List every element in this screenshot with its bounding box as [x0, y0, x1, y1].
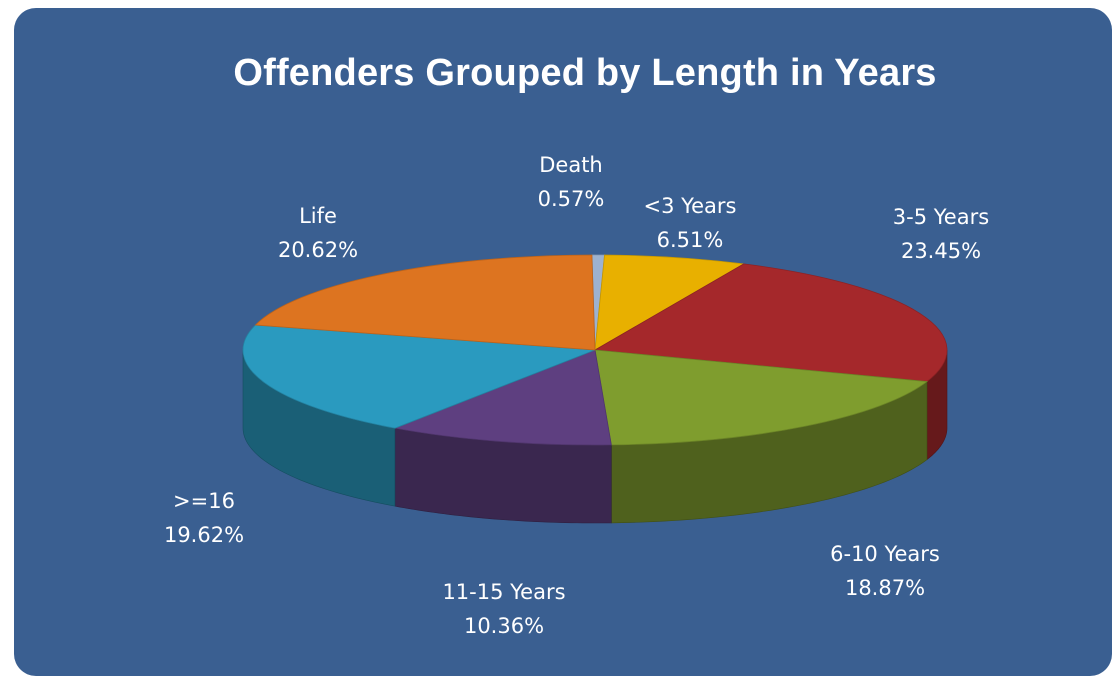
data-label-3-5-years: 3-5 Years 23.45% — [893, 205, 989, 263]
data-label-life: Life 20.62% — [278, 204, 358, 262]
pie-slice-life — [254, 254, 596, 351]
data-label-death: Death 0.57% — [538, 153, 605, 211]
data-label-6-10-years: 6-10 Years 18.87% — [830, 542, 940, 600]
pie-slice-11-15-years — [393, 349, 612, 446]
pie-slice-6-10-years — [594, 349, 929, 446]
category-label: 11-15 Years — [442, 580, 565, 604]
percent-label: 20.62% — [278, 238, 358, 262]
percent-label: 19.62% — [164, 523, 244, 547]
percent-label: 6.51% — [657, 228, 724, 252]
data-label-11-15-years: 11-15 Years 10.36% — [442, 580, 565, 638]
category-label: 3-5 Years — [893, 205, 989, 229]
data-label-lt-3-years: <3 Years 6.51% — [643, 194, 736, 252]
percent-label: 10.36% — [464, 614, 544, 638]
percent-label: 23.45% — [901, 239, 981, 263]
pie-slice-3-5-years — [593, 263, 948, 382]
category-label: <3 Years — [643, 194, 736, 218]
category-label: Life — [299, 204, 337, 228]
pie-slice-lt-3-years — [594, 254, 745, 351]
category-label: >=16 — [173, 489, 235, 513]
percent-label: 0.57% — [538, 187, 605, 211]
chart-title: Offenders Grouped by Length in Years — [233, 52, 937, 94]
category-label: 6-10 Years — [830, 542, 940, 566]
category-label: Death — [539, 153, 603, 177]
percent-label: 18.87% — [845, 576, 925, 600]
pie-slice-gte-16 — [242, 324, 596, 429]
data-label-gte-16: >=16 19.62% — [164, 489, 244, 547]
